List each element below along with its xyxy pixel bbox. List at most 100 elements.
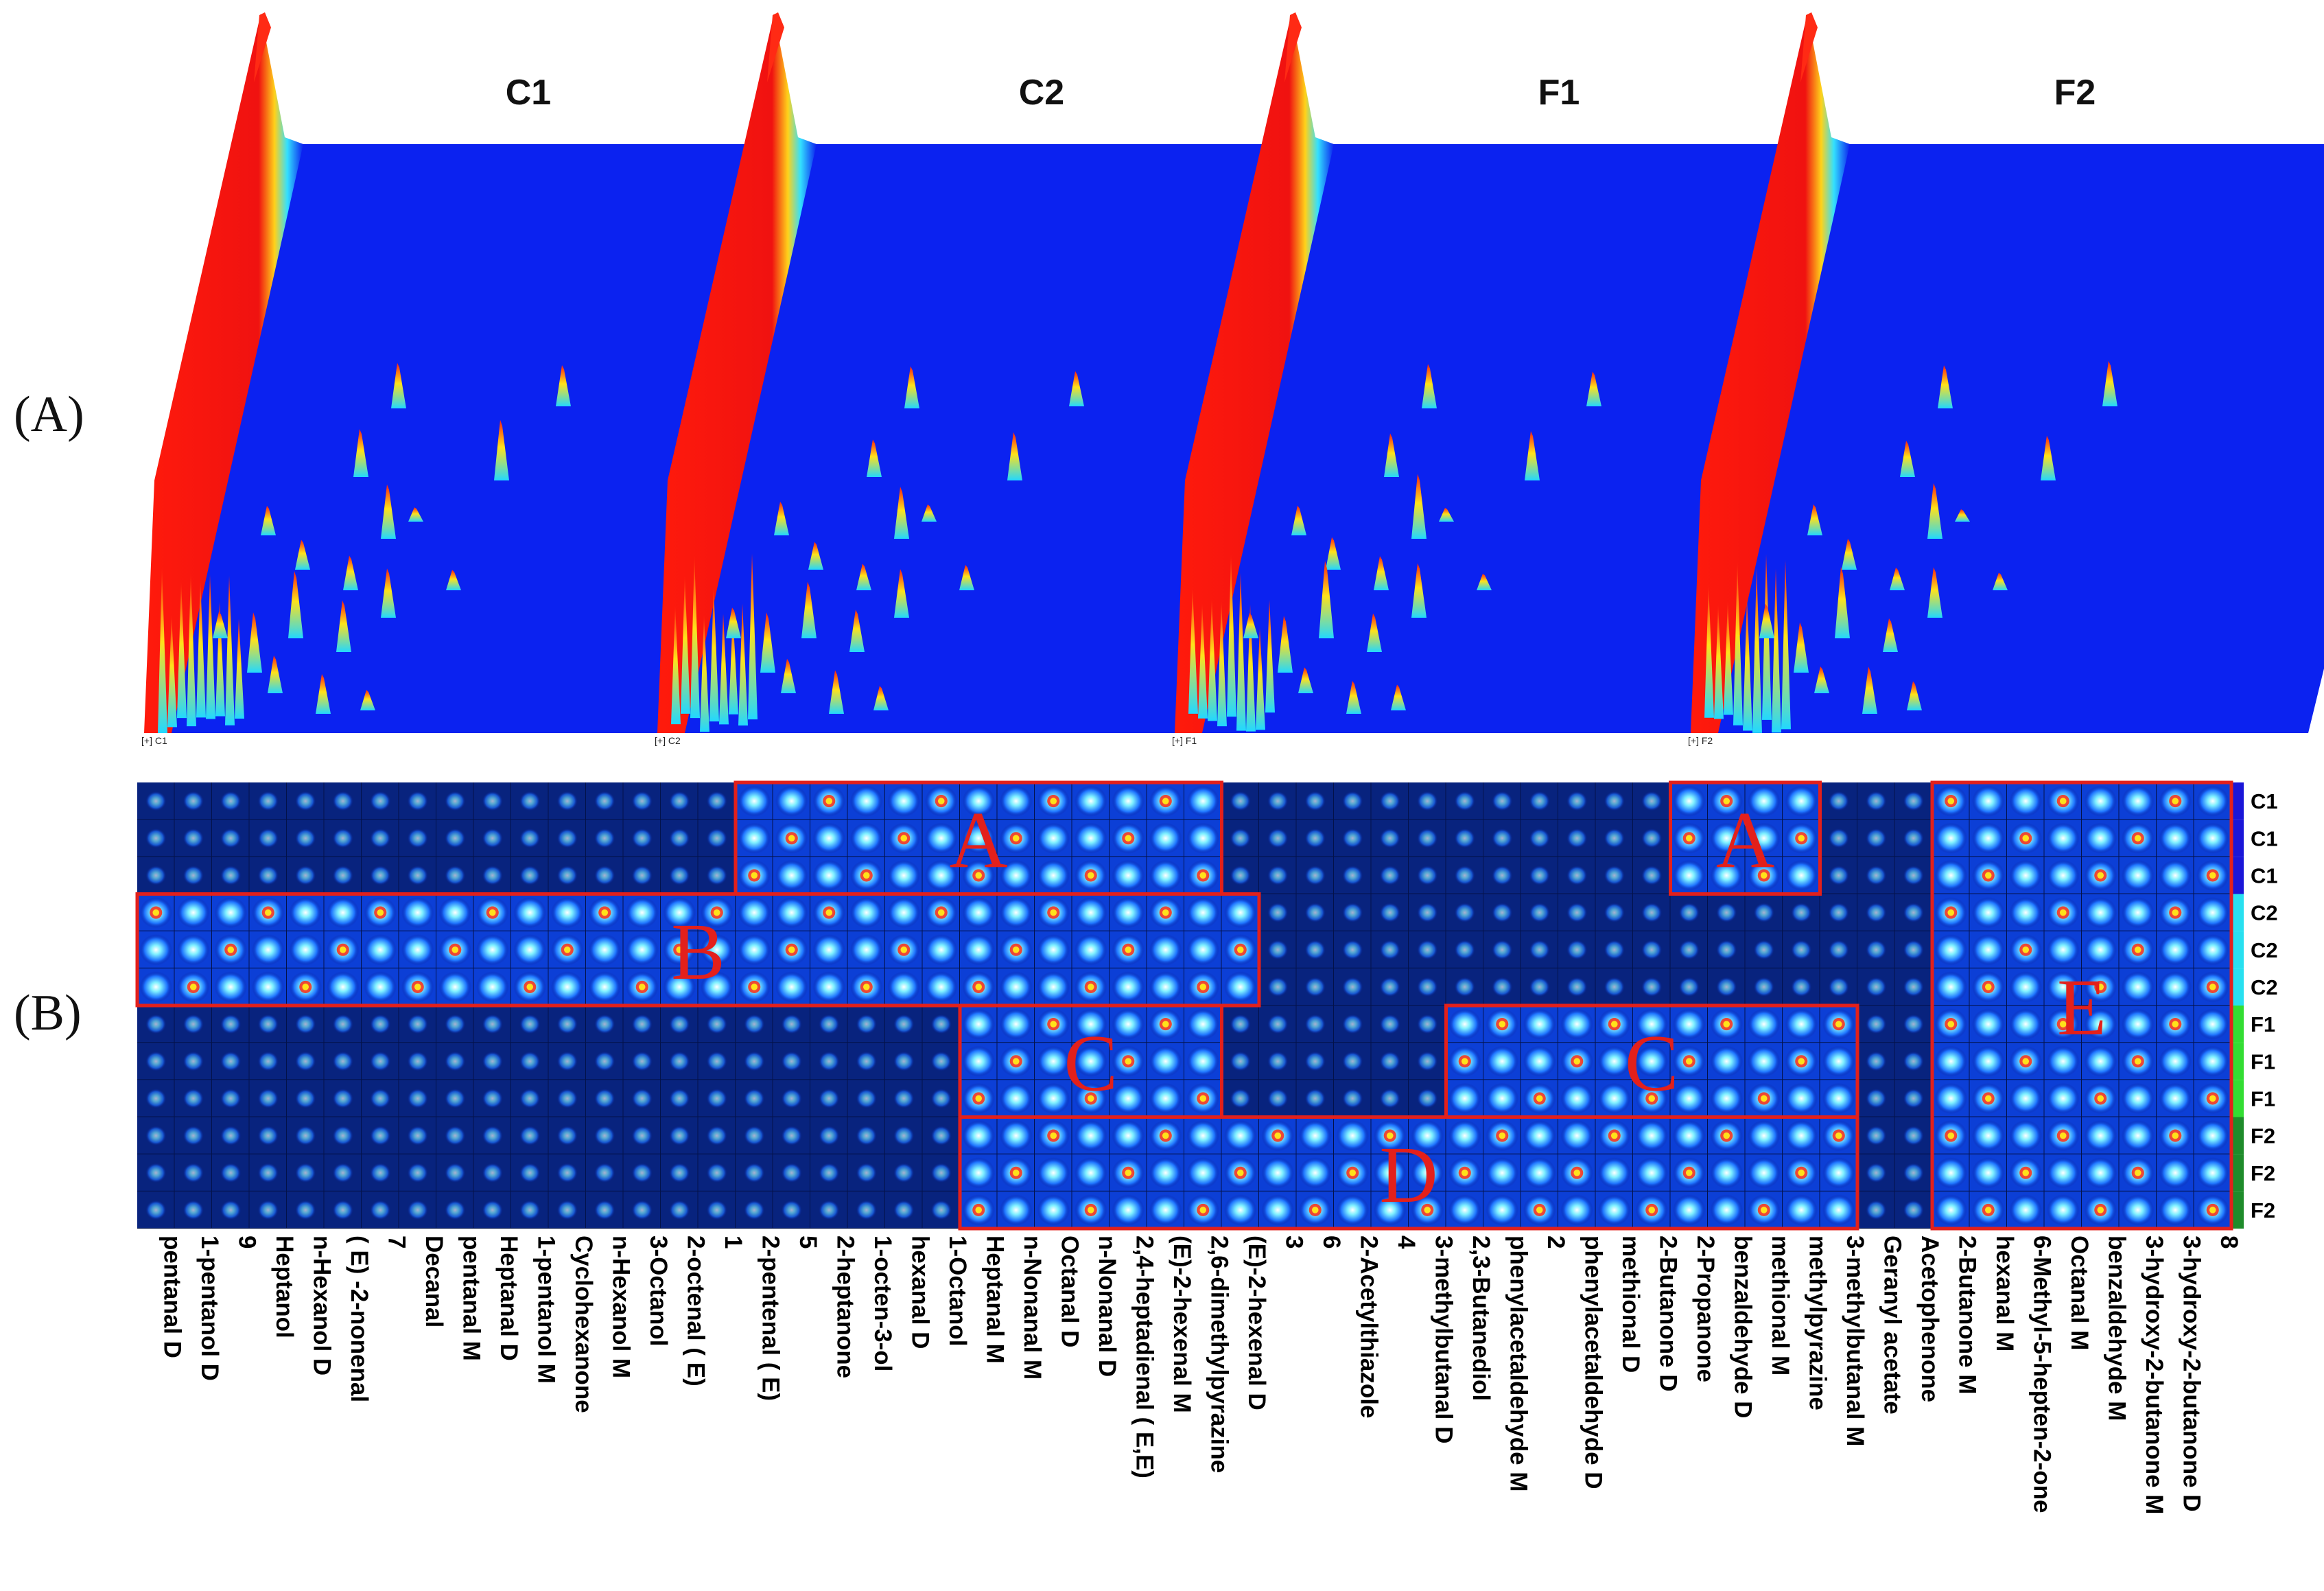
heatmap-spot: [1492, 866, 1513, 885]
heatmap-hotspot-core: [2209, 1207, 2216, 1213]
row-label-f2: F2: [2251, 1124, 2275, 1148]
heatmap-hotspot-core: [937, 909, 945, 916]
heatmap-spot: [1566, 866, 1588, 885]
heatmap-spot: [781, 1200, 802, 1220]
low-drift-peak: [1227, 554, 1236, 717]
compound-label: methional D: [1617, 1235, 1644, 1373]
heatmap-hotspot-core: [339, 946, 347, 953]
analyte-peak: [894, 569, 909, 618]
sample-group-color-bar: [2231, 782, 2244, 1229]
heatmap-hotspot-core: [1199, 872, 1207, 879]
heatmap-spot: [962, 1119, 996, 1152]
heatmap-hotspot-core: [1162, 909, 1169, 916]
heatmap-spot: [1149, 859, 1182, 892]
heatmap-spot: [1342, 1014, 1363, 1034]
heatmap-hotspot-core: [2134, 946, 2141, 953]
compound-label: 2-heptanone: [832, 1235, 858, 1378]
heatmap-spot: [2046, 822, 2080, 854]
heatmap-spot: [1866, 1051, 1887, 1071]
heatmap-spot: [1934, 1157, 1968, 1189]
topo-corner-label: [+] F2: [1688, 735, 1713, 746]
heatmap-spot: [445, 791, 466, 811]
heatmap-spot: [2121, 896, 2155, 929]
heatmap-spot: [332, 866, 353, 885]
heatmap-spot: [849, 934, 883, 966]
heatmap-hotspot-core: [676, 946, 683, 953]
heatmap-hotspot-core: [900, 835, 908, 842]
heatmap-spot: [1566, 828, 1588, 848]
heatmap-hotspot-core: [1947, 1132, 1955, 1139]
analyte-peak: [781, 658, 796, 693]
heatmap-spot: [631, 828, 653, 848]
heatmap-spot: [1304, 977, 1326, 997]
group-color-swatch: [2231, 1006, 2244, 1043]
heatmap-spot: [1866, 1014, 1887, 1034]
heatmap-spot: [370, 1163, 391, 1183]
analyte-peak: [1883, 618, 1898, 652]
heatmap-spot: [1379, 903, 1400, 922]
heatmap-spot: [594, 1126, 615, 1146]
analyte-peak: [726, 607, 741, 638]
analyte-peak: [446, 570, 461, 590]
analyte-peak: [288, 571, 303, 638]
heatmap-spot: [1037, 1157, 1070, 1189]
heatmap-spot: [887, 785, 921, 817]
heatmap-spot: [1635, 1157, 1669, 1189]
rip-apex: [767, 12, 784, 82]
heatmap-hotspot-core: [1087, 872, 1094, 879]
heatmap-hotspot-core: [1012, 1169, 1020, 1176]
heatmap-spot: [407, 791, 428, 811]
heatmap-spot: [1261, 1194, 1295, 1226]
heatmap-spot: [1866, 866, 1887, 885]
analyte-peak: [1477, 573, 1492, 590]
heatmap-spot: [1635, 1045, 1669, 1077]
compound-label: 3-hydroxy-2-butanone M: [2141, 1235, 2168, 1514]
heatmap-spot: [2121, 971, 2155, 1003]
heatmap-spot: [1417, 903, 1438, 922]
heatmap-spot: [1267, 903, 1289, 922]
heatmap-spot: [1186, 1008, 1220, 1040]
heatmap-hotspot-core: [825, 798, 833, 804]
heatmap-spot: [1635, 1119, 1669, 1152]
heatmap-spot: [1417, 940, 1438, 960]
compound-label: 1-pentanol D: [196, 1235, 223, 1381]
heatmap-spot: [445, 1051, 466, 1071]
heatmap-spot: [1342, 940, 1363, 960]
heatmap-spot: [1753, 903, 1774, 922]
analyte-peak: [1955, 509, 1970, 522]
heatmap-spot: [999, 971, 1033, 1003]
heatmap-spot: [332, 1089, 353, 1108]
heatmap-spot: [1866, 1126, 1887, 1146]
heatmap-hotspot-core: [1573, 1058, 1581, 1065]
heatmap-spot: [183, 1051, 204, 1071]
analyte-peak: [867, 439, 882, 477]
heatmap-spot: [407, 1051, 428, 1071]
heatmap-spot: [1672, 859, 1706, 892]
heatmap-spot: [700, 971, 733, 1003]
heatmap-spot: [1678, 903, 1700, 922]
heatmap-spot: [856, 1163, 877, 1183]
reactant-ion-peak: [144, 14, 303, 733]
heatmap-spot: [407, 866, 428, 885]
heatmap-spot: [1560, 1194, 1594, 1226]
analyte-peak: [1993, 572, 2008, 590]
heatmap-spot: [738, 785, 771, 817]
heatmap-spot: [1791, 940, 1812, 960]
heatmap-spot: [1304, 791, 1326, 811]
heatmap-hotspot-core: [2172, 1021, 2179, 1027]
heatmap-spot: [401, 934, 434, 966]
heatmap-spot: [519, 1163, 541, 1183]
heatmap-hotspot-core: [2059, 1132, 2067, 1139]
low-drift-peak: [1714, 605, 1724, 719]
heatmap-hotspot-core: [1984, 1207, 1992, 1213]
heatmap-spot: [1828, 791, 1849, 811]
heatmap-spot: [1672, 785, 1706, 817]
heatmap-hotspot-core: [189, 984, 197, 990]
heatmap-spot: [257, 1014, 279, 1034]
heatmap-spot: [1037, 934, 1070, 966]
row-label-c1: C1: [2251, 789, 2278, 813]
region-letter-e: E: [2057, 962, 2106, 1052]
compound-label: hexanal D: [906, 1235, 933, 1349]
heatmap-spot: [1641, 977, 1663, 997]
heatmap-spot: [482, 1126, 503, 1146]
